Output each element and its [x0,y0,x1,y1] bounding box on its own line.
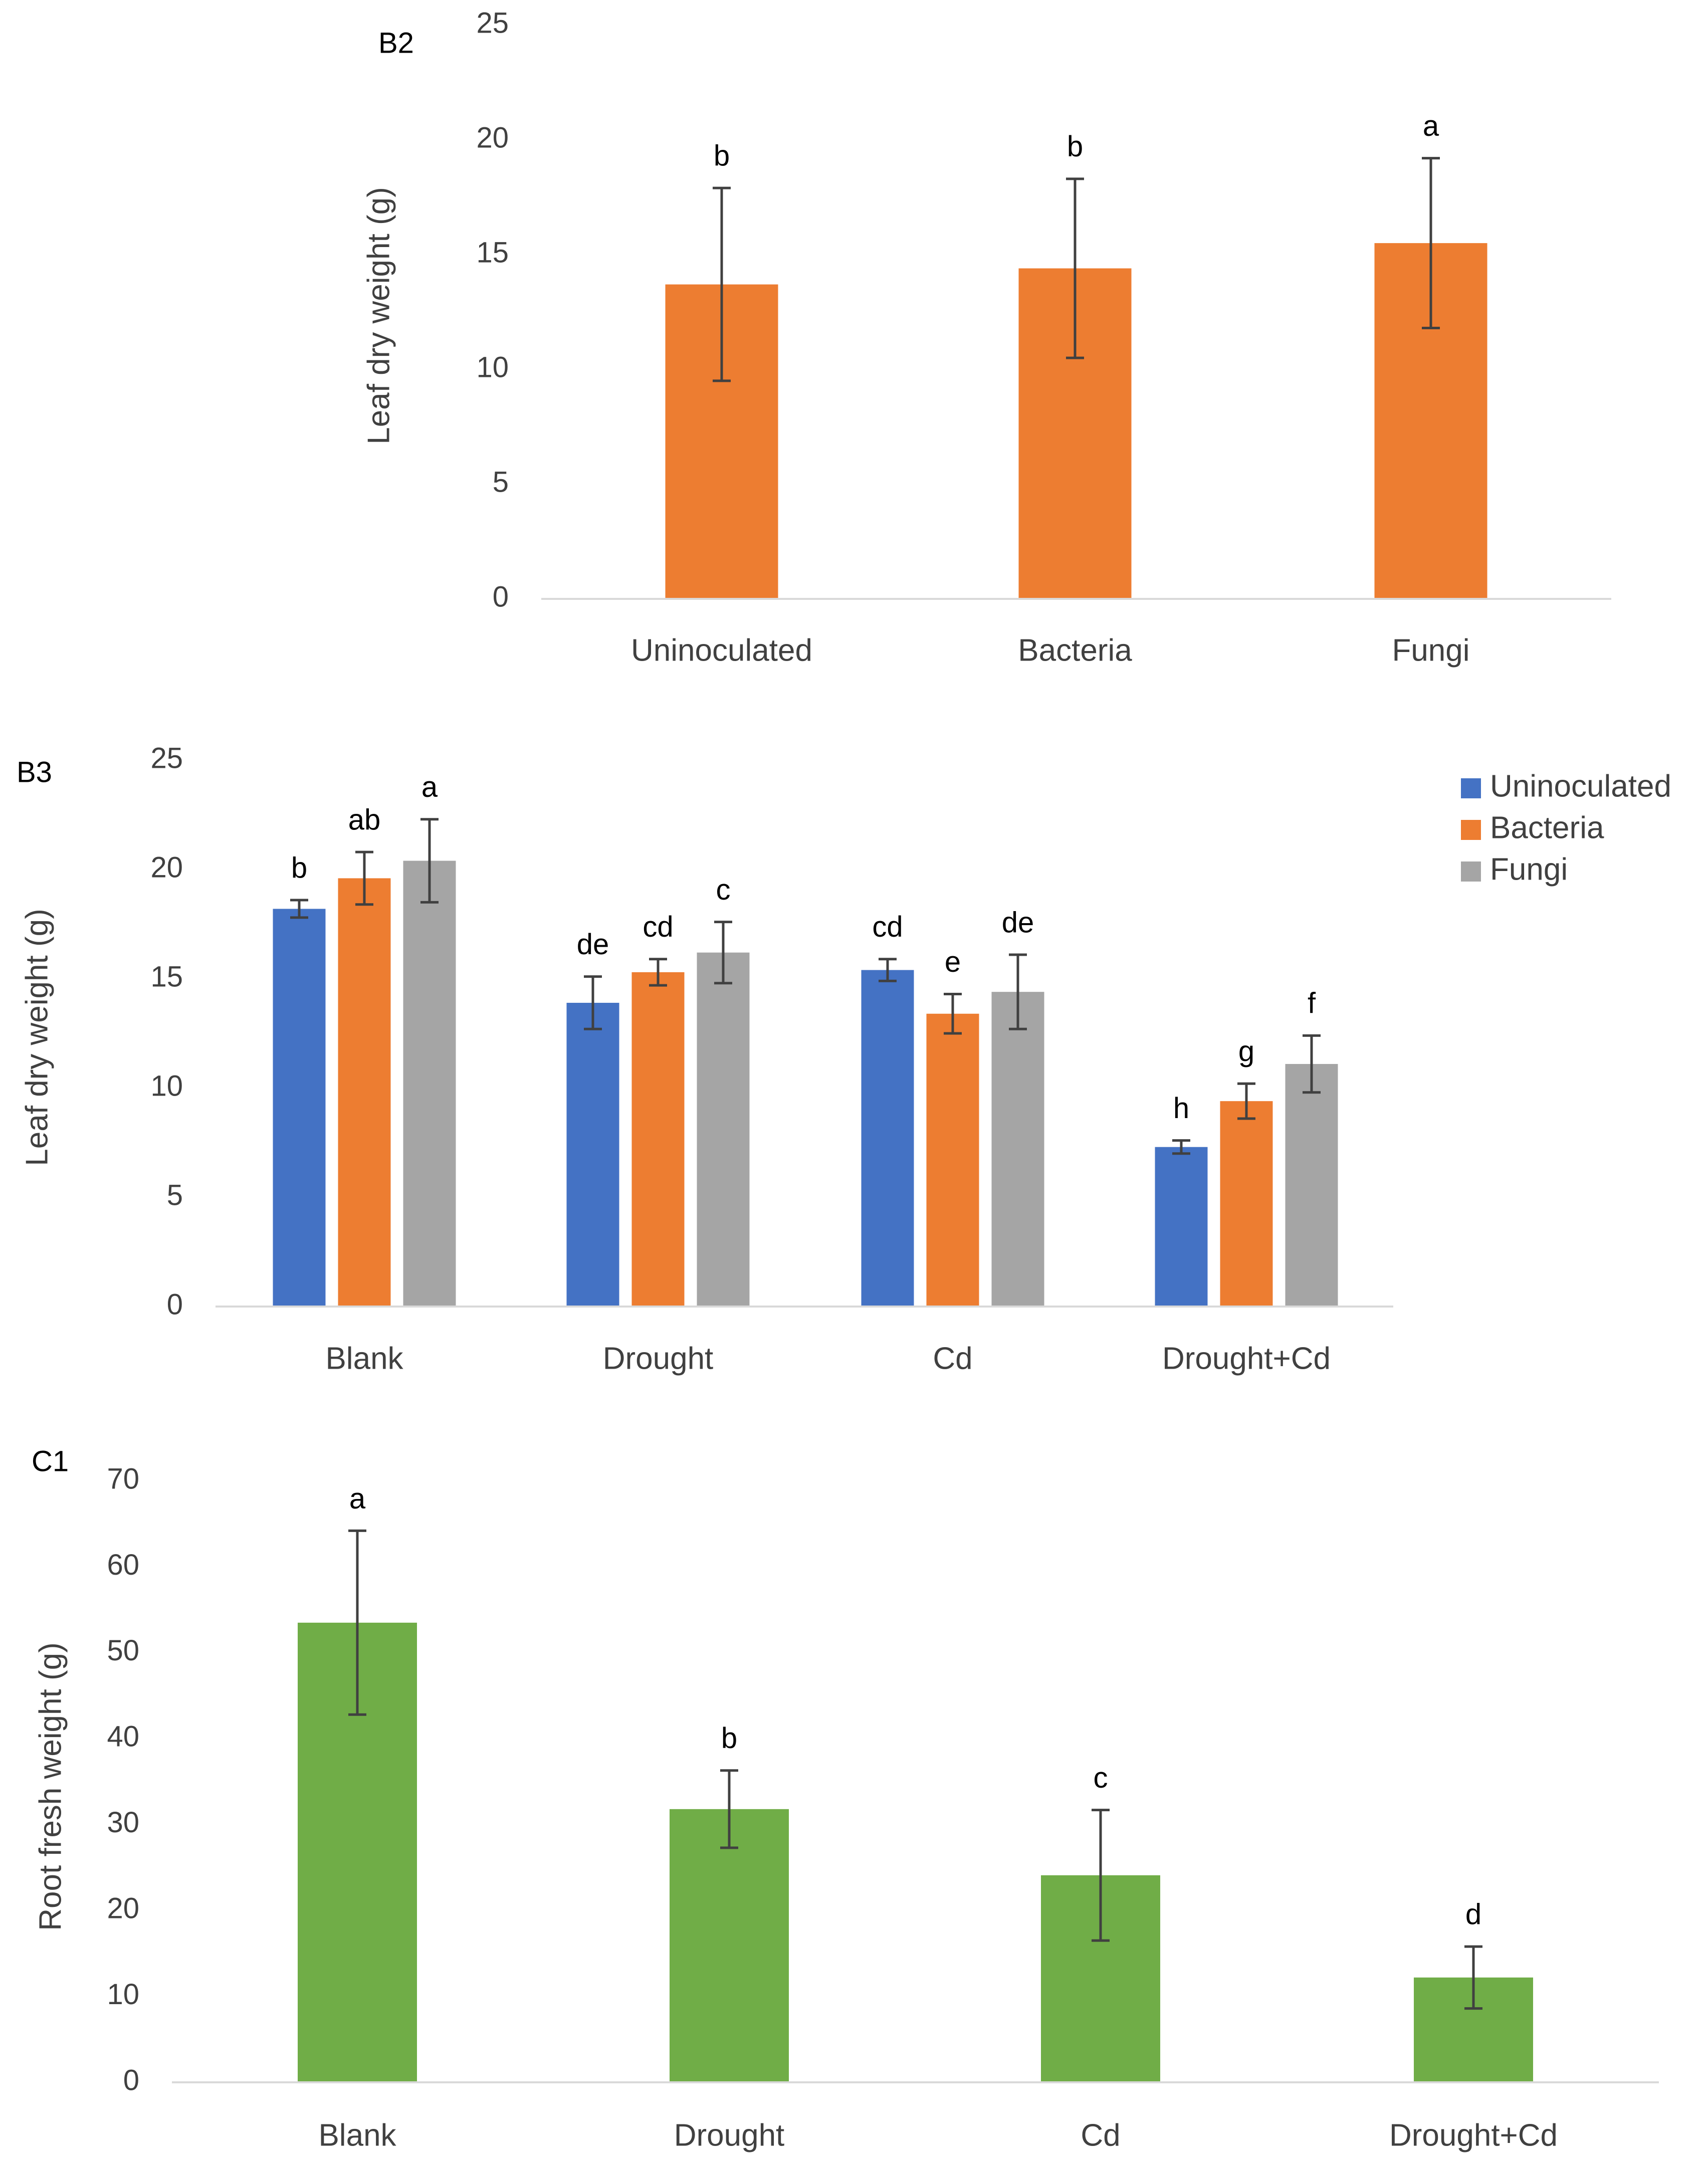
error-bar [584,975,602,1030]
y-tick-label: 50 [107,1634,139,1667]
bar-bacteria-drought [631,972,685,1307]
significance-letter: de [1002,906,1034,939]
error-bar [290,899,308,919]
bar-uninoculated-drought [566,1002,619,1307]
error-bar [420,818,439,904]
error-bar [355,850,373,906]
legend: Uninoculated Bacteria Fungi [1461,769,1671,887]
y-tick-label: 10 [150,1069,183,1102]
error-bar [1066,177,1084,359]
chart-c1: C1 Root fresh weight (g) 0 10 20 30 40 50 60 70 a b… [32,1445,1659,2152]
significance-letter: a [421,771,438,803]
bar-fungi-blank [403,860,456,1307]
y-tick-label: 20 [150,851,183,884]
significance-letter: c [1094,1762,1108,1794]
error-bar [944,993,962,1035]
chart-b2: B2 Leaf dry weight (g) 0 5 10 15 20 25 b b a Uninoc… [361,7,1611,668]
error-bar [879,958,897,982]
significance-letter: ab [348,803,381,836]
error-bar [720,1769,738,1849]
significance-letter: de [577,928,609,961]
legend-swatch [1461,778,1481,798]
significance-letter: cd [872,911,903,943]
bar-fungi-drought [697,952,750,1307]
y-tick-label: 15 [476,236,509,269]
y-tick-label: 10 [476,351,509,383]
significance-letter: b [1067,130,1083,163]
x-tick-label: Drought [603,1341,714,1376]
x-tick-label: Blank [325,1341,403,1376]
error-bar [713,186,731,382]
y-tick-label: 10 [107,1978,139,2011]
error-bar [1237,1082,1255,1120]
x-tick-label: Fungi [1392,633,1469,668]
significance-letter: e [945,946,961,978]
error-bar [1092,1809,1110,1942]
bar-bacteria-cd [926,1013,979,1307]
y-axis-title: Leaf dry weight (g) [361,187,396,444]
bar-bacteria-blank [338,878,391,1307]
significance-letter: c [716,874,731,906]
significance-letter: b [291,851,307,884]
y-tick-label: 5 [167,1179,183,1211]
significance-letter: b [721,1722,737,1755]
legend-swatch [1461,820,1481,840]
y-tick-label: 0 [493,580,509,613]
error-bar [348,1529,366,1716]
panel-label: B2 [378,27,414,59]
significance-letter: a [1423,110,1439,142]
significance-letter: a [349,1482,366,1515]
significance-letter: h [1173,1092,1189,1125]
y-tick-label: 40 [107,1720,139,1753]
legend-label: Fungi [1490,852,1568,887]
error-bar [649,958,667,987]
bar-uninoculated-cd [861,970,914,1307]
significance-letter: cd [643,911,673,943]
y-tick-label: 20 [476,121,509,154]
significance-letter: g [1238,1035,1254,1068]
y-tick-label: 60 [107,1549,139,1581]
significance-letter: d [1465,1898,1481,1930]
legend-swatch [1461,861,1481,882]
y-tick-label: 0 [167,1288,183,1321]
y-tick-label: 20 [107,1892,139,1924]
significance-letter: f [1308,987,1316,1020]
x-tick-label: Drought+Cd [1389,2118,1558,2152]
x-tick-label: Uninoculated [631,633,812,668]
panel-label: C1 [32,1445,69,1477]
y-tick-label: 25 [150,742,183,774]
legend-label: Uninoculated [1490,769,1671,803]
bar-root-fresh-weight-drought [670,1809,789,2082]
bar-uninoculated-blank [273,909,326,1307]
bar-fungi-cd [991,992,1044,1307]
y-tick-label: 25 [476,7,509,39]
x-tick-label: Cd [1081,2118,1120,2152]
error-bar [714,921,732,985]
x-tick-label: Bacteria [1018,633,1132,668]
y-tick-label: 15 [150,960,183,993]
y-tick-label: 0 [123,2064,139,2096]
x-tick-label: Drought [674,2118,785,2152]
y-axis-title: Root fresh weight (g) [33,1642,68,1930]
error-bar [1303,1034,1321,1094]
x-tick-label: Drought+Cd [1162,1341,1331,1376]
x-tick-label: Cd [933,1341,972,1376]
x-tick-label: Blank [318,2118,396,2152]
bar-uninoculated-drought-cd [1155,1147,1208,1307]
y-tick-label: 70 [107,1462,139,1495]
significance-letter: b [714,140,730,172]
y-axis-title: Leaf dry weight (g) [20,909,54,1166]
error-bar [1422,157,1440,330]
error-bar [1464,1945,1482,2010]
error-bar [1009,953,1027,1030]
panel-label: B3 [17,756,52,788]
bar-fungi-drought-cd [1285,1064,1338,1307]
y-tick-label: 5 [493,466,509,498]
error-bar [1172,1139,1190,1155]
bar-bacteria-drought-cd [1220,1101,1273,1307]
legend-label: Bacteria [1490,810,1604,845]
y-tick-label: 30 [107,1806,139,1839]
chart-b3: B3 Leaf dry weight (g) 0 5 10 15 20 25 b de cd h ab c… [17,742,1671,1376]
